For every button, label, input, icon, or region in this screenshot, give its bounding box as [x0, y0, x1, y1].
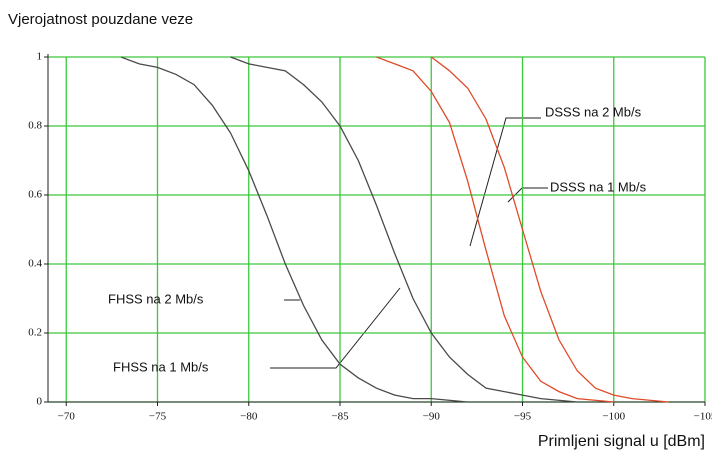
- x-tick-label: −75: [149, 411, 167, 423]
- leader-lines: [270, 117, 548, 369]
- x-tick-label: −100: [602, 411, 625, 423]
- x-tick-label: −105: [694, 411, 712, 423]
- leader-line: [469, 117, 541, 247]
- x-tick-label: −80: [240, 411, 258, 423]
- x-tick-label: −90: [423, 411, 441, 423]
- y-tick-label: 0.6: [28, 189, 42, 201]
- series-line: [376, 56, 614, 403]
- chart-title: Vjerojatnost pouzdane veze: [8, 11, 193, 28]
- series-line: [230, 56, 578, 403]
- x-tick-label: −85: [331, 411, 349, 423]
- series-line: [120, 56, 468, 403]
- x-tick-label: −70: [58, 411, 76, 423]
- series-label: DSSS na 1 Mb/s: [550, 179, 647, 194]
- x-axis-label: Primljeni signal u [dBm]: [538, 433, 705, 450]
- y-tick-label: 0.2: [28, 327, 42, 339]
- y-tick-label: 1: [37, 51, 43, 63]
- leader-line: [270, 287, 401, 369]
- series-label: DSSS na 2 Mb/s: [545, 104, 642, 119]
- series-label: FHSS na 1 Mb/s: [113, 359, 209, 374]
- y-tick-label: 0.8: [28, 120, 42, 132]
- y-tick-label: 0: [37, 396, 43, 408]
- series-line: [430, 56, 669, 403]
- x-tick-label: −95: [514, 411, 532, 423]
- y-tick-label: 0.4: [28, 258, 42, 270]
- series-label: FHSS na 2 Mb/s: [108, 291, 204, 306]
